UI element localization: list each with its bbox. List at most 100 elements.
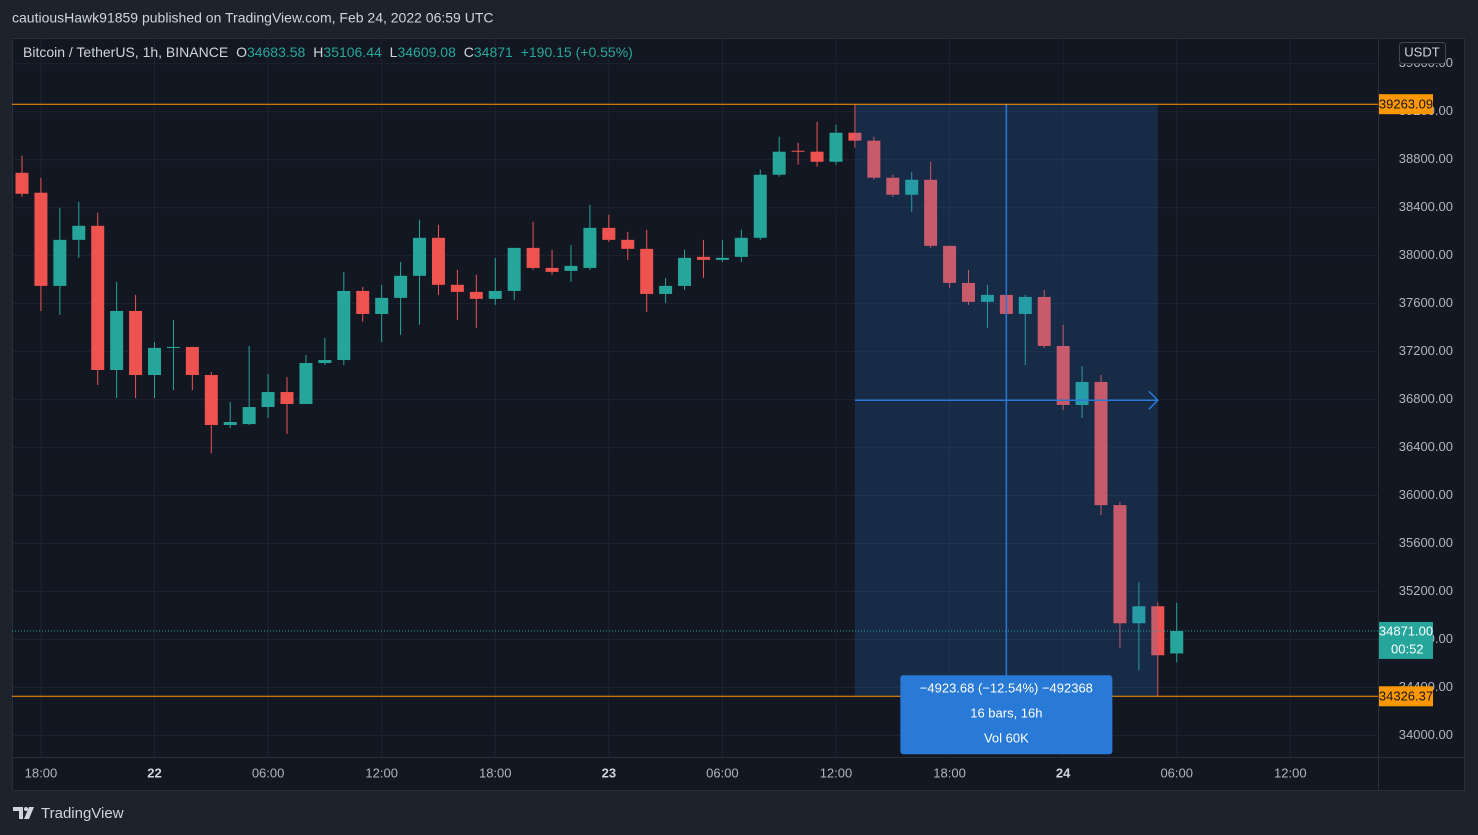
candle-body	[753, 174, 767, 238]
candle-body	[1151, 606, 1165, 656]
x-tick-label: 24	[1056, 765, 1071, 780]
y-tick-label: 38800.00	[1399, 151, 1453, 166]
y-tick-label: 37200.00	[1399, 343, 1453, 358]
open-value: 34683.58	[247, 44, 306, 60]
candle-body	[715, 257, 729, 260]
low-label: 34326.37	[1379, 689, 1433, 704]
candle-body	[526, 247, 540, 268]
o-letter: O	[236, 44, 247, 60]
candle-body	[772, 151, 786, 175]
x-tick-label: 12:00	[1274, 765, 1307, 780]
candle-body	[375, 297, 389, 314]
candle-body	[450, 284, 464, 292]
candle-body	[488, 290, 502, 299]
candle-body	[924, 179, 938, 246]
candle-body	[1037, 296, 1051, 346]
candle-body	[110, 310, 124, 370]
last-price-box	[1379, 621, 1433, 659]
measure-label-box	[900, 675, 1113, 755]
logo-dot	[24, 807, 28, 811]
candle-body	[1113, 505, 1127, 624]
candle-body	[640, 248, 654, 294]
y-tick-label: 35600.00	[1399, 535, 1453, 550]
candle-body	[91, 225, 105, 370]
candle-body	[583, 227, 597, 268]
candle-body	[431, 237, 445, 285]
logo-mark	[13, 807, 34, 819]
candle-body	[242, 407, 256, 425]
close-value: 34871	[474, 44, 513, 60]
candle-body	[980, 294, 994, 302]
high-label: 39263.09	[1379, 97, 1433, 112]
candle-body	[413, 237, 427, 276]
symbol: Bitcoin / TetherUS, 1h, BINANCE	[23, 44, 228, 60]
candle-body	[34, 192, 48, 286]
brand: TradingView	[41, 805, 124, 822]
grid	[13, 39, 1378, 757]
candle-body	[848, 132, 862, 141]
candle-body	[469, 291, 483, 299]
y-tick-label: 38400.00	[1399, 199, 1453, 214]
candle-body	[204, 375, 218, 426]
candle-body	[1018, 296, 1032, 314]
candle-body	[394, 275, 408, 298]
candle-body	[1132, 606, 1146, 624]
candle-body	[1094, 381, 1108, 506]
y-tick-label: 34000.00	[1399, 727, 1453, 742]
logo	[13, 807, 34, 819]
candles	[15, 104, 1184, 697]
candle-body	[129, 310, 143, 376]
x-tick-label: 06:00	[1160, 765, 1193, 780]
measure-volume: Vol 60K	[984, 731, 1029, 746]
y-tick-label: 38000.00	[1399, 247, 1453, 262]
candle-body	[507, 247, 521, 291]
candle-body	[791, 150, 805, 152]
y-tick-label: 36000.00	[1399, 487, 1453, 502]
h-letter: H	[313, 44, 323, 60]
measure-label: −4923.68 (−12.54%) −492368	[920, 681, 1093, 696]
candle-body	[261, 392, 275, 408]
candle-body	[356, 290, 370, 314]
countdown: 00:52	[1391, 641, 1424, 656]
high-label-box	[1379, 94, 1433, 115]
candle-body	[1075, 381, 1089, 405]
y-tick-label: 36800.00	[1399, 391, 1453, 406]
candle-body	[318, 360, 332, 364]
candle-body	[943, 245, 957, 283]
candle-body	[53, 239, 67, 286]
overlays: −4923.68 (−12.54%) −492368 16 bars, 16h Vo…	[12, 103, 1378, 755]
candle-body	[337, 290, 351, 361]
legend: Bitcoin / TetherUS, 1h, BINANCE O34683.5…	[23, 44, 633, 60]
x-tick-label: 12:00	[820, 765, 853, 780]
c-letter: C	[464, 44, 474, 60]
candle-body	[1056, 345, 1070, 405]
x-tick-label: 12:00	[365, 765, 398, 780]
candle-body	[15, 172, 29, 194]
change: +190.15 (+0.55%)	[521, 44, 633, 60]
high-value: 35106.44	[323, 44, 382, 60]
candle-body	[299, 363, 313, 405]
x-tick-label: 06:00	[252, 765, 285, 780]
candle-body	[602, 227, 616, 240]
low-label-box	[1379, 686, 1433, 707]
candle-body	[72, 225, 86, 240]
candle-body	[185, 346, 199, 376]
candle-body	[280, 392, 294, 405]
measure-bars: 16 bars, 16h	[970, 706, 1042, 721]
candle-body	[905, 179, 919, 195]
candle-body	[696, 256, 710, 260]
currency[interactable]: USDT	[1404, 44, 1439, 59]
currency-box[interactable]	[1399, 42, 1446, 64]
last-price-label: 34871.00	[1379, 623, 1433, 638]
publish-line: cautiousHawk91859 published on TradingVi…	[12, 10, 494, 26]
x-tick-label: 23	[602, 765, 616, 780]
y-tick-label: 36400.00	[1399, 439, 1453, 454]
candle-body	[148, 347, 162, 376]
x-tick-label: 18:00	[25, 765, 58, 780]
candle-body	[962, 282, 975, 302]
candle-body	[1170, 630, 1184, 654]
measure-arrow	[1148, 390, 1159, 410]
candle-body	[166, 346, 180, 348]
